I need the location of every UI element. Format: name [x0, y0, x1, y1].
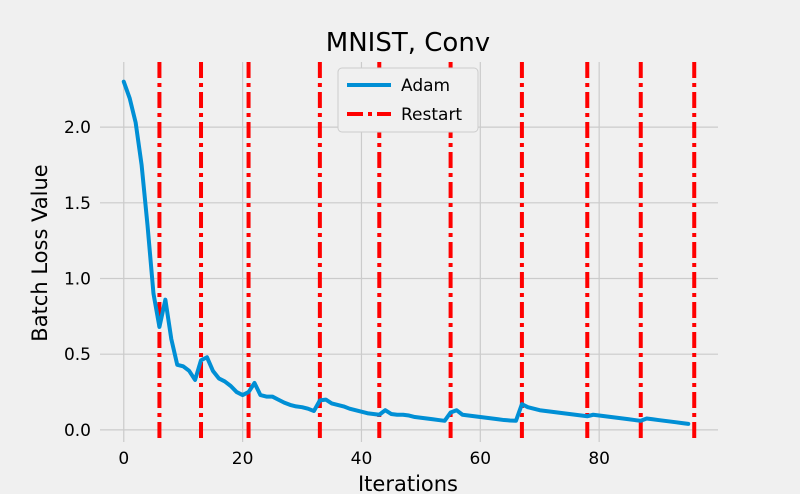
x-tick-label: 40 — [351, 449, 373, 469]
chart-title: MNIST, Conv — [326, 28, 490, 58]
adam-series — [121, 79, 691, 426]
y-tick-label: 0.5 — [64, 345, 91, 365]
x-tick-label: 60 — [469, 449, 491, 469]
legend-adam-label: Adam — [401, 76, 450, 96]
x-axis-label: Iterations — [358, 472, 458, 494]
y-axis-label: Batch Loss Value — [28, 164, 52, 341]
tick-labels: 0 20 40 60 80 0.0 0.5 1.0 1.5 2.0 — [64, 118, 610, 469]
y-tick-label: 2.0 — [64, 118, 91, 138]
legend-restart-label: Restart — [401, 105, 462, 125]
x-tick-label: 0 — [118, 449, 129, 469]
x-tick-label: 80 — [588, 449, 610, 469]
y-tick-label: 1.5 — [64, 194, 91, 214]
y-tick-label: 0.0 — [64, 421, 91, 441]
adam-line — [121, 79, 691, 426]
legend: Adam Restart — [337, 67, 479, 133]
x-tick-label: 20 — [232, 449, 254, 469]
y-tick-label: 1.0 — [64, 269, 91, 289]
